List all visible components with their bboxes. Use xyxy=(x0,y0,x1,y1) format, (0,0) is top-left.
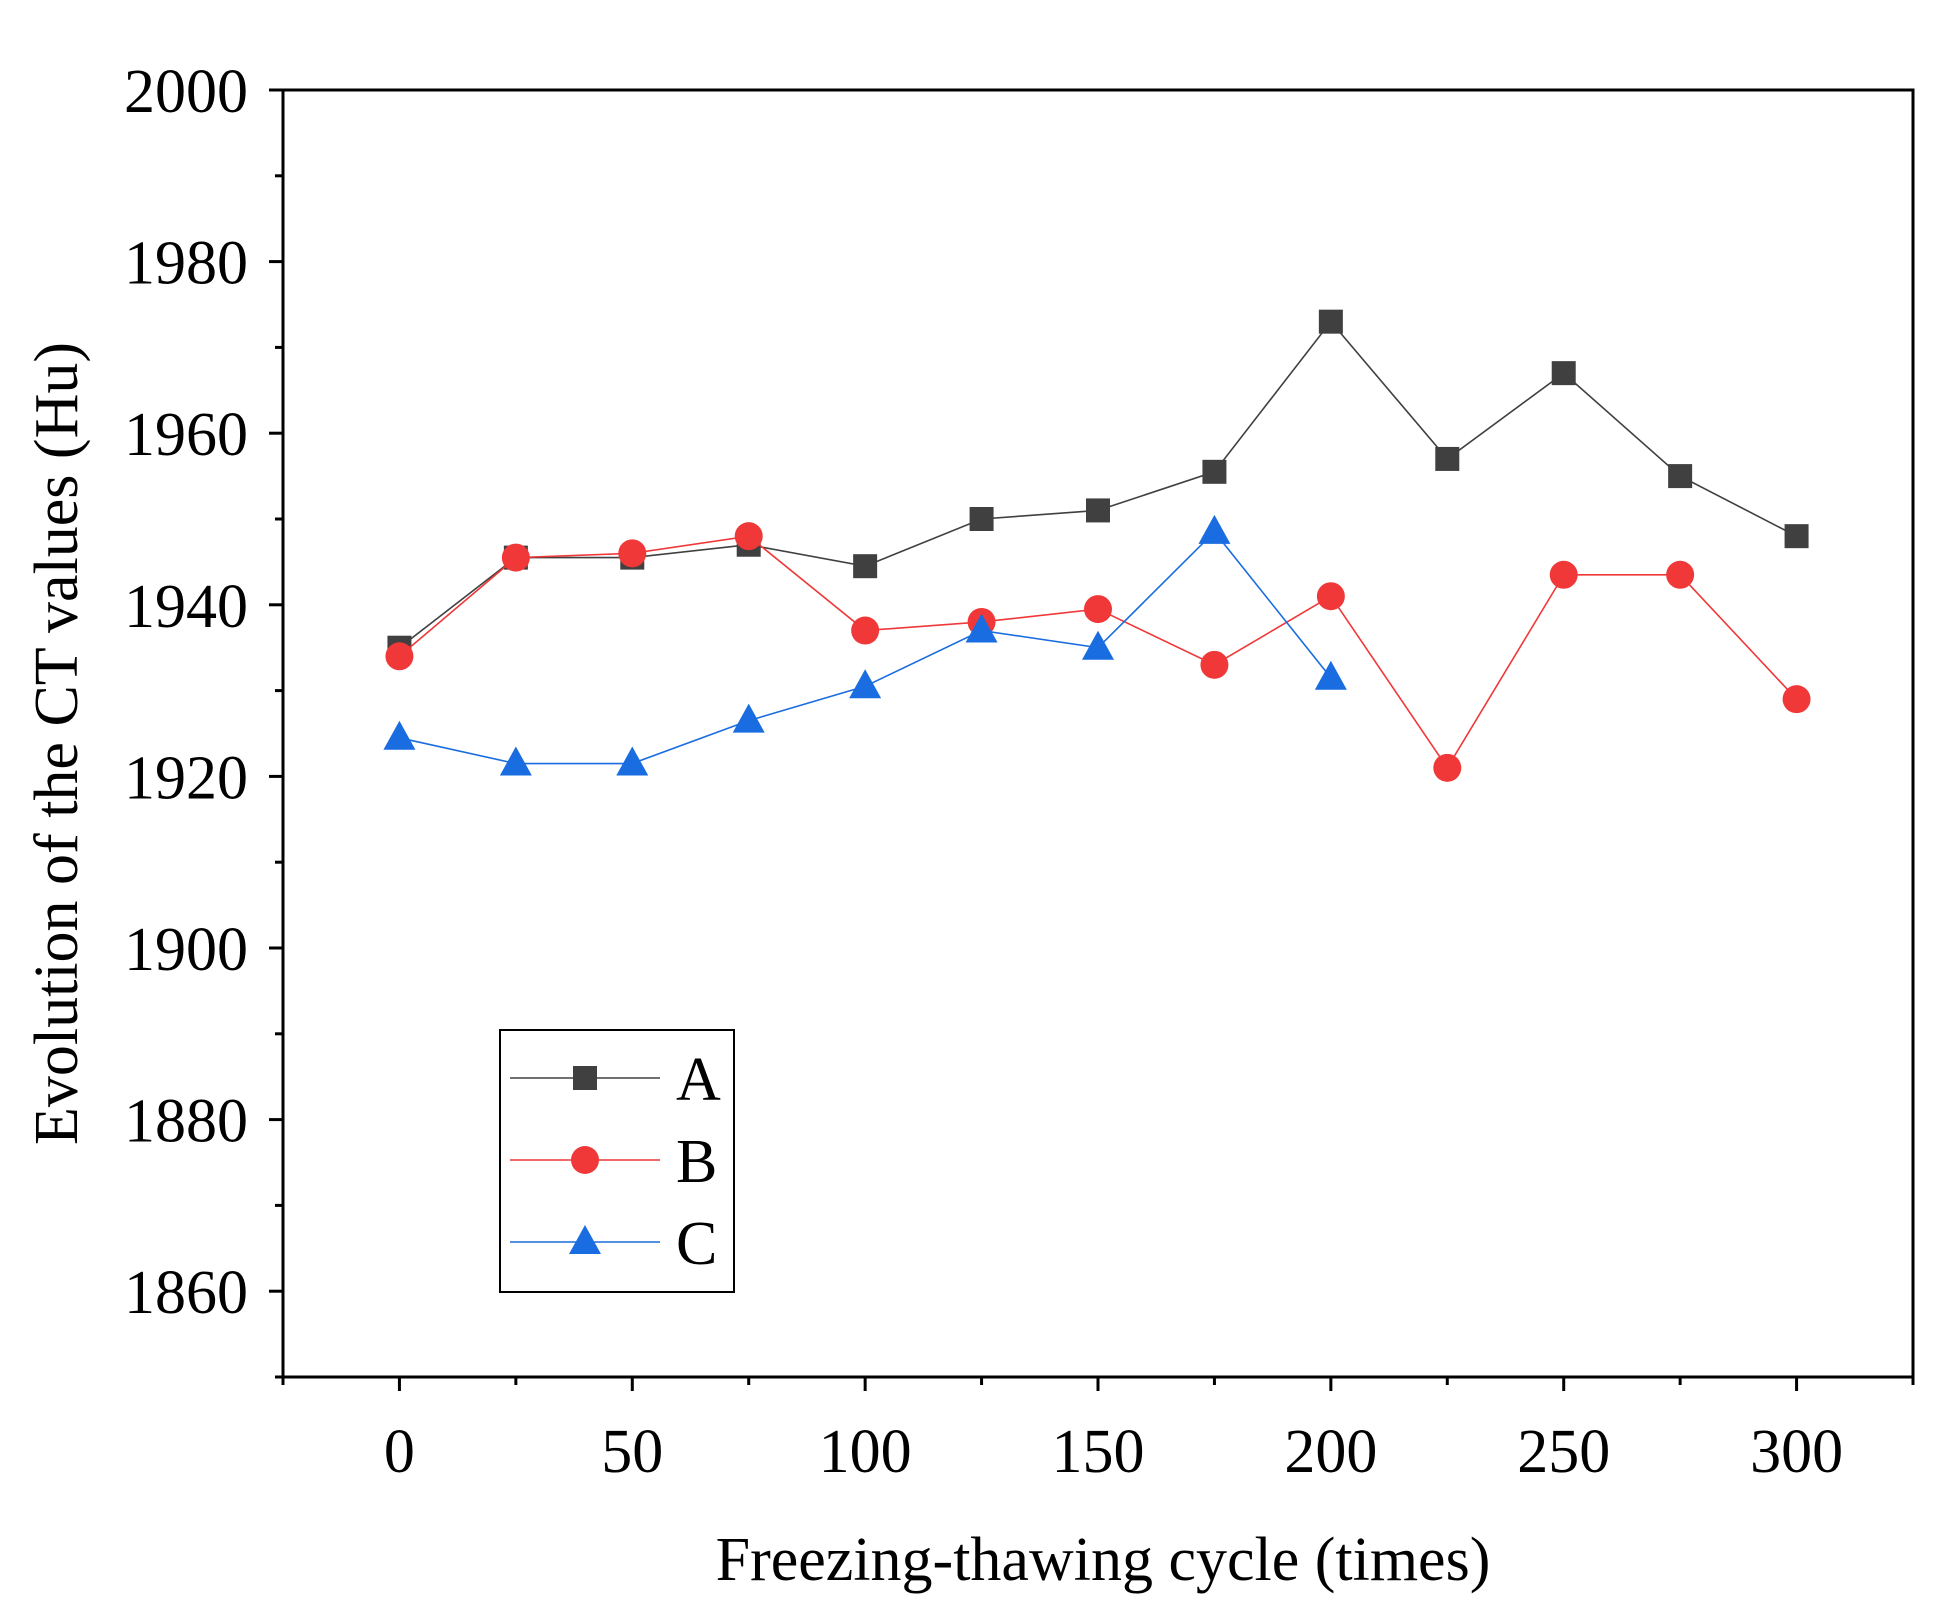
y-tick-label: 1980 xyxy=(124,230,248,298)
series-C xyxy=(383,514,1347,776)
y-tick-label: 1900 xyxy=(124,916,248,984)
data-point-B xyxy=(734,522,763,551)
legend-marker xyxy=(573,1066,597,1090)
data-point-A xyxy=(1202,459,1227,484)
data-point-B xyxy=(501,543,530,572)
data-point-B xyxy=(1433,753,1462,782)
y-tick-label: 1860 xyxy=(124,1259,248,1327)
data-point-B xyxy=(1549,560,1578,589)
y-tick-label: 1960 xyxy=(124,401,248,469)
y-tick-label: 1920 xyxy=(124,744,248,812)
legend-marker xyxy=(569,1225,601,1254)
y-axis-title: Evolution of the CT values (Hu) xyxy=(23,342,91,1145)
x-tick-label: 0 xyxy=(384,1418,415,1486)
data-point-C xyxy=(383,720,416,750)
legend-label: B xyxy=(676,1128,717,1196)
legend-item-C: C xyxy=(510,1210,717,1278)
data-point-B xyxy=(618,539,647,568)
data-point-B xyxy=(1316,582,1345,611)
x-tick-label: 100 xyxy=(819,1418,912,1486)
legend-label: A xyxy=(676,1046,721,1114)
data-point-B xyxy=(1782,685,1811,714)
legend-label: C xyxy=(676,1210,717,1278)
legend-box xyxy=(499,1029,735,1293)
y-tick-label: 1880 xyxy=(124,1088,248,1156)
data-point-B xyxy=(385,642,414,671)
y-tick-label: 1940 xyxy=(124,573,248,641)
y-tick-label: 2000 xyxy=(124,58,248,126)
data-point-A xyxy=(1435,446,1460,471)
legend-item-B: B xyxy=(510,1128,717,1196)
data-point-C xyxy=(849,669,882,699)
axis-ticks: 0 50 100 150 200 250 300 1860 1880 1900 1920 1940 19… xyxy=(124,58,1915,1486)
series-B xyxy=(385,522,1811,782)
data-point-C xyxy=(616,746,649,776)
data-point-C xyxy=(732,703,765,733)
legend-marker xyxy=(571,1146,599,1174)
data-point-B xyxy=(1084,595,1112,624)
data-point-A xyxy=(1551,361,1576,386)
legend: ABC xyxy=(499,1029,735,1293)
x-tick-label: 300 xyxy=(1750,1418,1843,1486)
data-point-A xyxy=(853,554,878,579)
x-tick-label: 50 xyxy=(601,1418,663,1486)
series-layer xyxy=(383,309,1811,782)
x-tick-label: 250 xyxy=(1517,1418,1610,1486)
x-axis-title: Freezing-thawing cycle (times) xyxy=(716,1526,1491,1594)
data-point-A xyxy=(1318,309,1343,334)
data-point-B xyxy=(1666,560,1695,589)
data-point-B xyxy=(851,616,880,645)
legend-item-A: A xyxy=(510,1046,721,1114)
x-tick-label: 150 xyxy=(1052,1418,1145,1486)
data-point-A xyxy=(969,507,994,531)
data-point-C xyxy=(965,613,998,643)
data-point-C xyxy=(1082,630,1114,660)
x-tick-label: 200 xyxy=(1284,1418,1377,1486)
data-point-B xyxy=(1200,650,1229,679)
data-point-A xyxy=(1668,464,1693,489)
data-point-A xyxy=(1784,524,1809,549)
data-point-C xyxy=(1198,514,1231,544)
data-point-A xyxy=(1086,498,1110,523)
data-point-C xyxy=(499,746,532,776)
data-point-C xyxy=(1314,660,1347,690)
